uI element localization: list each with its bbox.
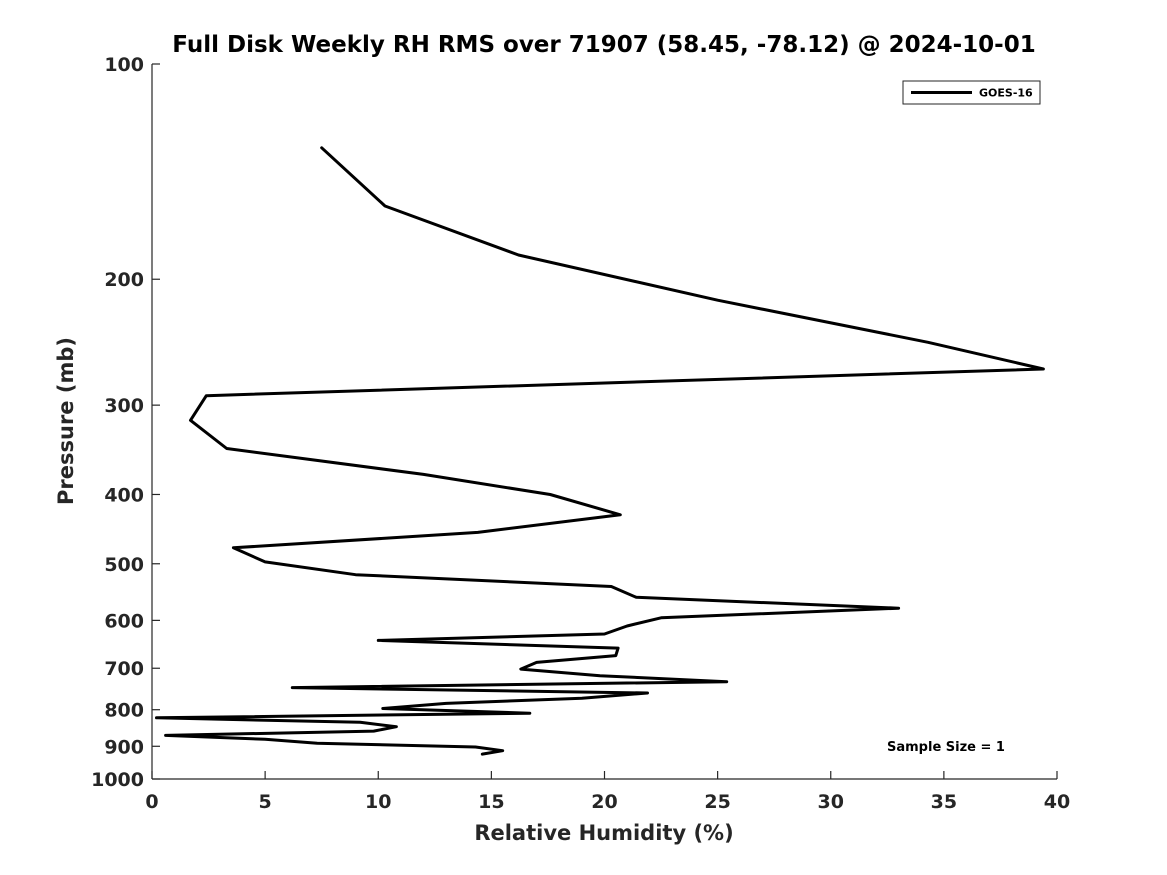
y-tick-label: 400 (104, 484, 144, 506)
legend: GOES-16 (902, 80, 1041, 105)
x-tick-label: 5 (259, 791, 272, 813)
y-axis-label: Pressure (mb) (54, 337, 78, 505)
y-tick-label: 500 (104, 554, 144, 576)
y-tick-label: 300 (104, 395, 144, 417)
x-tick-label: 15 (478, 791, 504, 813)
y-tick-label: 700 (104, 658, 144, 680)
y-tick-label: 100 (104, 54, 144, 76)
series-line (155, 146, 1045, 756)
x-tick-label: 0 (145, 791, 158, 813)
y-tick-label: 200 (104, 269, 144, 291)
sample-size-annotation: Sample Size = 1 (887, 740, 1005, 755)
x-tick-label: 40 (1044, 791, 1070, 813)
x-axis-label: Relative Humidity (%) (474, 821, 733, 845)
x-tick-label: 25 (704, 791, 730, 813)
x-tick-label: 30 (818, 791, 844, 813)
y-ticks: 100 200 300 400 500 600 700 800 900 1000 (91, 54, 160, 791)
x-tick-label: 35 (931, 791, 957, 813)
x-ticks: 0 5 10 15 20 25 30 35 40 (145, 771, 1070, 813)
y-tick-label: 800 (104, 700, 144, 722)
y-tick-label: 600 (104, 610, 144, 632)
y-tick-label: 900 (104, 736, 144, 758)
chart-title: Full Disk Weekly RH RMS over 71907 (58.4… (172, 32, 1035, 58)
x-tick-label: 20 (591, 791, 617, 813)
plot-area (151, 64, 1057, 780)
series-layer (155, 146, 1045, 756)
y-tick-label: 1000 (91, 769, 144, 791)
x-tick-label: 10 (365, 791, 391, 813)
legend-label: GOES-16 (979, 87, 1033, 100)
